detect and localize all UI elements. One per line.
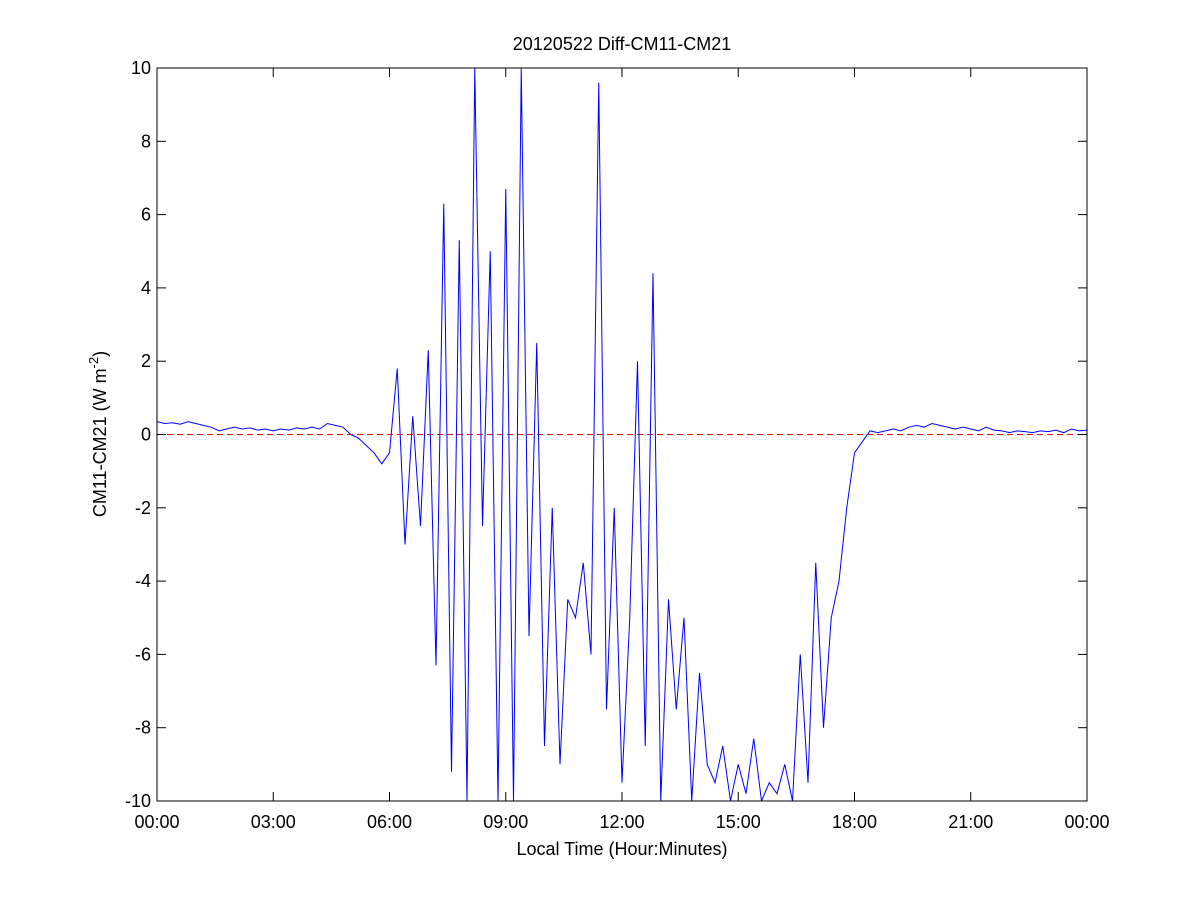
x-tick-label: 12:00: [599, 812, 644, 832]
x-tick-label: 03:00: [251, 812, 296, 832]
y-tick-label: 6: [141, 205, 151, 225]
y-tick-label: 8: [141, 131, 151, 151]
y-tick-label: 10: [131, 58, 151, 78]
y-tick-label: -2: [135, 498, 151, 518]
x-tick-label: 09:00: [483, 812, 528, 832]
x-tick-label: 00:00: [1064, 812, 1109, 832]
data-line: [157, 68, 1087, 801]
y-label-text: CM11-CM21 (W m: [90, 368, 110, 517]
y-tick-label: -10: [125, 791, 151, 811]
y-label-superscript: -2: [86, 357, 101, 369]
y-tick-label: -8: [135, 718, 151, 738]
x-tick-label: 06:00: [367, 812, 412, 832]
x-tick-label: 18:00: [832, 812, 877, 832]
y-tick-label: -6: [135, 644, 151, 664]
y-axis-label: CM11-CM21 (W m-2): [86, 351, 110, 517]
x-tick-label: 15:00: [716, 812, 761, 832]
chart-title: 20120522 Diff-CM11-CM21: [513, 34, 731, 54]
y-tick-label: 2: [141, 351, 151, 371]
y-tick-label: 0: [141, 425, 151, 445]
x-tick-label: 00:00: [134, 812, 179, 832]
x-tick-label: 21:00: [948, 812, 993, 832]
y-tick-label: -4: [135, 571, 151, 591]
x-axis-label: Local Time (Hour:Minutes): [516, 839, 727, 859]
y-tick-label: 4: [141, 278, 151, 298]
y-label-suffix: ): [90, 351, 110, 357]
